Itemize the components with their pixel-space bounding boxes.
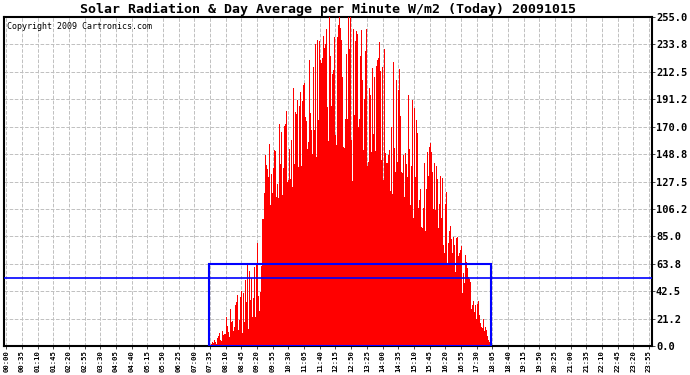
Title: Solar Radiation & Day Average per Minute W/m2 (Today) 20091015: Solar Radiation & Day Average per Minute… [80, 3, 576, 16]
Bar [210, 264, 491, 346]
Text: Copyright 2009 Cartronics.com: Copyright 2009 Cartronics.com [7, 22, 152, 31]
